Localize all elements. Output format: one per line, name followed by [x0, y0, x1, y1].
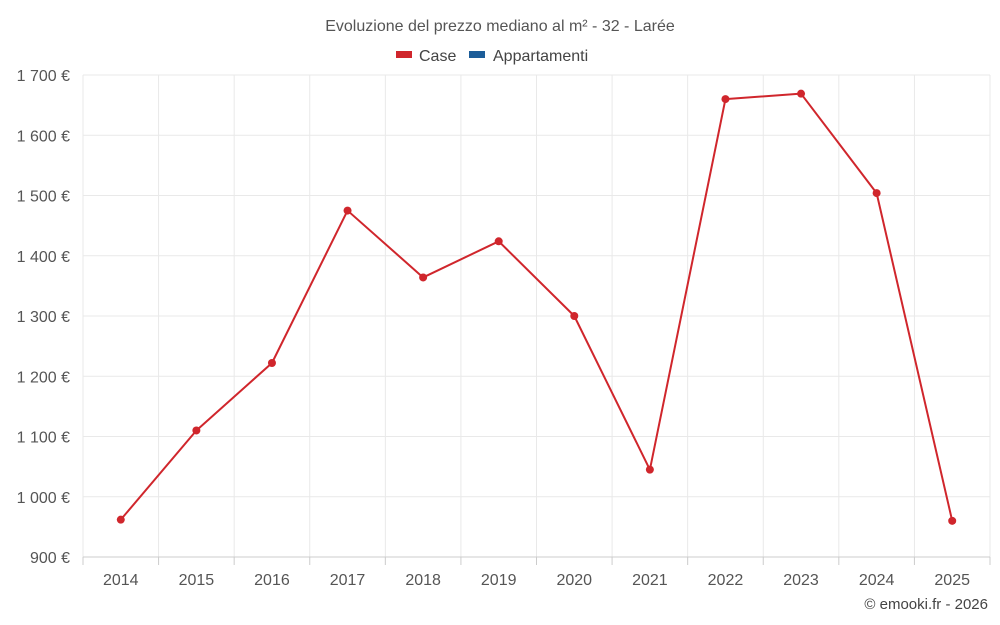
y-tick-label: 1 500 €: [17, 189, 70, 206]
x-tick-label: 2019: [481, 572, 517, 589]
x-tick-label: 2021: [632, 572, 668, 589]
data-point-case: [192, 426, 201, 435]
x-tick-label: 2024: [859, 572, 895, 589]
y-tick-label: 1 700 €: [17, 68, 70, 85]
y-tick-label: 1 300 €: [17, 309, 70, 326]
y-tick-label: 900 €: [30, 550, 70, 567]
data-point-case: [872, 189, 881, 198]
data-point-case: [948, 516, 957, 525]
y-axis-ticks: 900 € 1 000 € 1 100 € 1 200 € 1 300 € 1 400 €…: [17, 68, 70, 567]
x-tick-label: 2014: [103, 572, 139, 589]
data-point-case: [645, 465, 654, 474]
credit-text: © emooki.fr - 2026: [864, 596, 988, 613]
legend: Case Appartamenti: [396, 48, 588, 65]
legend-swatch-appartamenti: [469, 51, 485, 58]
y-tick-label: 1 600 €: [17, 128, 70, 145]
y-tick-label: 1 000 €: [17, 490, 70, 507]
legend-item-appartamenti[interactable]: Appartamenti: [469, 48, 588, 65]
axes: [82, 556, 991, 565]
x-tick-label: 2015: [179, 572, 215, 589]
data-point-case: [343, 206, 352, 215]
legend-label-appartamenti: Appartamenti: [493, 48, 588, 65]
series-line-case: [120, 92, 954, 522]
x-tick-label: 2017: [330, 572, 366, 589]
data-point-case: [570, 312, 579, 320]
series-case: [116, 89, 957, 525]
data-point-case: [116, 515, 125, 524]
data-point-case: [797, 89, 806, 98]
legend-item-case[interactable]: Case: [396, 48, 456, 65]
gridlines: [82, 74, 991, 557]
data-point-case: [721, 95, 730, 104]
data-point-case: [419, 273, 428, 282]
x-tick-label: 2025: [934, 572, 970, 589]
y-tick-label: 1 200 €: [17, 369, 70, 386]
x-tick-label: 2023: [783, 572, 819, 589]
y-tick-label: 1 400 €: [17, 249, 70, 266]
y-tick-label: 1 100 €: [17, 430, 70, 447]
legend-label-case: Case: [419, 48, 456, 65]
data-point-case: [267, 358, 276, 367]
x-tick-label: 2018: [405, 572, 441, 589]
chart-title: Evoluzione del prezzo mediano al m² - 32…: [325, 18, 675, 35]
x-tick-label: 2022: [708, 572, 744, 589]
x-tick-label: 2016: [254, 572, 290, 589]
data-point-case: [494, 237, 503, 246]
x-axis-ticks: 2014 2015 2016 2017 2018 2019 2020 2021 2022 2023…: [103, 572, 970, 589]
x-tick-label: 2020: [556, 572, 592, 589]
legend-swatch-case: [396, 51, 412, 58]
